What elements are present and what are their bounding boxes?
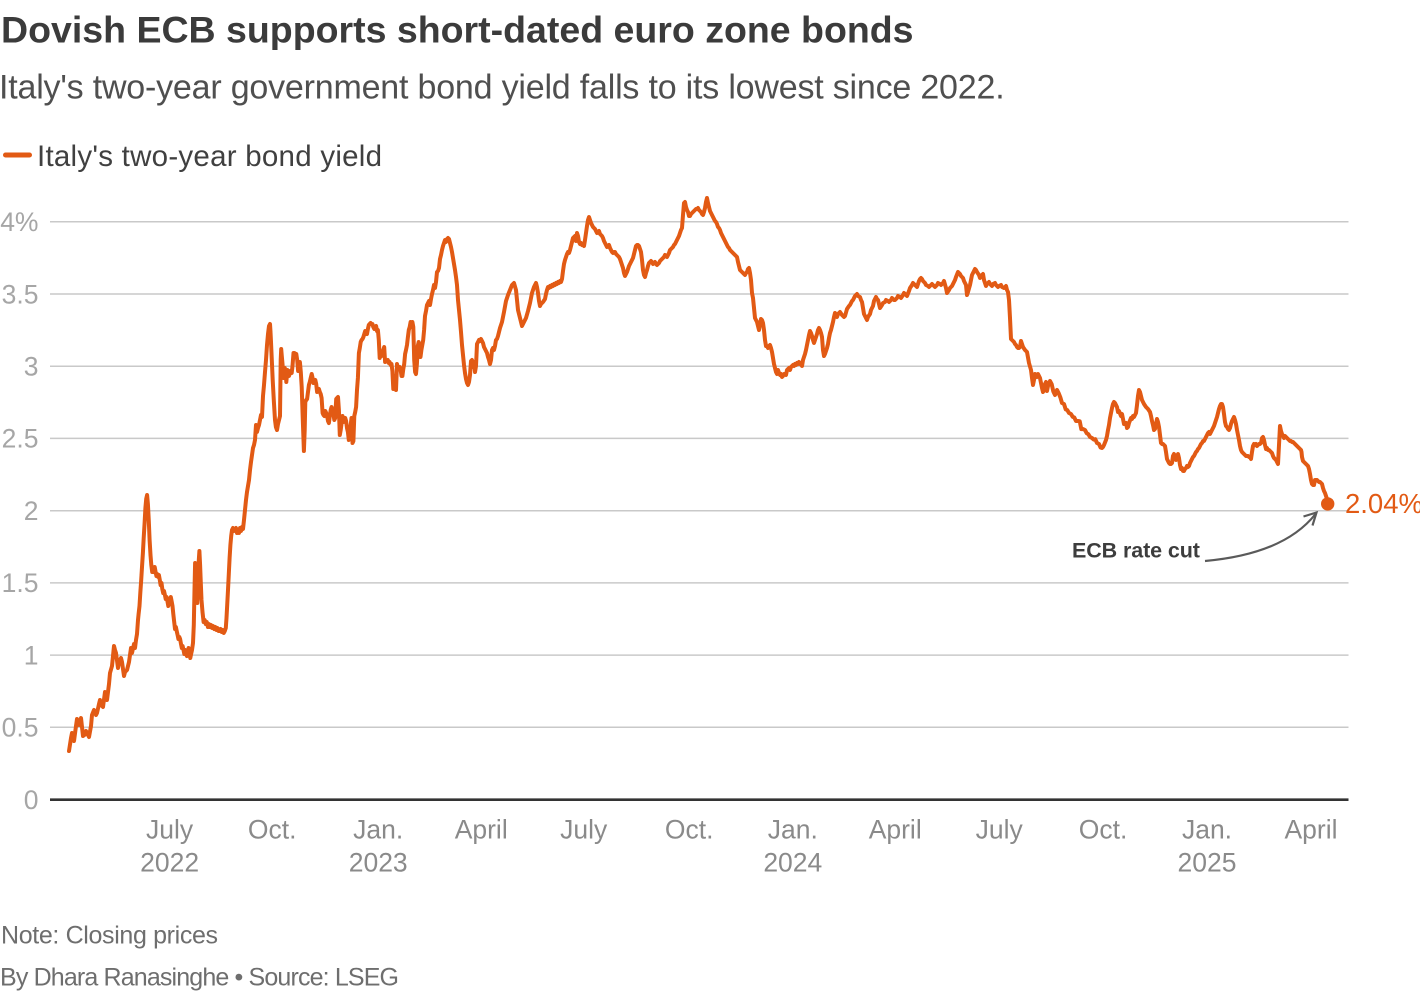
svg-text:By Dhara Ranasinghe • Source:: By Dhara Ranasinghe • Source: LSEG — [0, 964, 398, 992]
svg-text:Jan.: Jan. — [353, 815, 403, 845]
svg-text:Oct.: Oct. — [665, 815, 714, 845]
svg-text:April: April — [869, 815, 922, 845]
svg-text:Oct.: Oct. — [1079, 815, 1128, 845]
svg-text:Note: Closing prices: Note: Closing prices — [1, 922, 218, 950]
svg-text:2023: 2023 — [349, 848, 408, 878]
svg-text:2025: 2025 — [1178, 848, 1237, 878]
svg-text:1: 1 — [24, 640, 39, 670]
svg-text:ECB rate cut: ECB rate cut — [1072, 539, 1200, 563]
svg-text:4%: 4% — [0, 207, 38, 237]
svg-text:July: July — [146, 815, 194, 845]
svg-text:July: July — [976, 815, 1024, 845]
svg-text:April: April — [1284, 815, 1337, 845]
svg-text:2024: 2024 — [763, 848, 822, 878]
svg-text:April: April — [455, 815, 508, 845]
svg-text:1.5: 1.5 — [2, 568, 39, 598]
svg-text:Jan.: Jan. — [768, 815, 818, 845]
svg-text:2: 2 — [24, 496, 39, 526]
svg-text:Jan.: Jan. — [1182, 815, 1232, 845]
svg-text:3.5: 3.5 — [2, 279, 39, 309]
svg-text:3: 3 — [24, 352, 39, 382]
svg-text:Oct.: Oct. — [248, 815, 297, 845]
svg-text:2.5: 2.5 — [2, 424, 39, 454]
svg-text:2.04%: 2.04% — [1345, 488, 1420, 519]
svg-text:Italy's two-year bond yield: Italy's two-year bond yield — [37, 140, 382, 173]
svg-text:0.5: 0.5 — [2, 713, 39, 743]
svg-text:0: 0 — [24, 785, 39, 815]
svg-text:Italy's two-year government bo: Italy's two-year government bond yield f… — [0, 69, 1004, 107]
svg-text:Dovish ECB supports short-date: Dovish ECB supports short-dated euro zon… — [1, 9, 914, 51]
svg-text:July: July — [560, 815, 608, 845]
svg-text:2022: 2022 — [140, 848, 199, 878]
